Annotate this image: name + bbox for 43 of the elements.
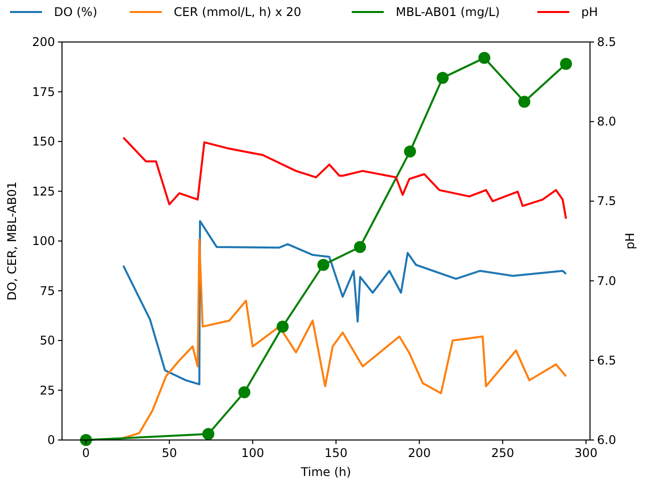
point bbox=[276, 320, 289, 333]
line-series bbox=[122, 136, 567, 220]
y-tick-label: 25 bbox=[40, 383, 55, 398]
y-tick-label: 0 bbox=[47, 433, 55, 447]
y2-axis-title: pH bbox=[623, 232, 637, 250]
point bbox=[404, 145, 416, 158]
x-tick-label: 0 bbox=[82, 446, 90, 460]
y-tick-label: 200 bbox=[32, 35, 55, 49]
y-tick-label: 50 bbox=[40, 334, 55, 348]
y2-tick-label: 7.0 bbox=[597, 274, 616, 288]
x-axis-title: Time (h) bbox=[300, 465, 352, 479]
x-tick-label: 250 bbox=[491, 446, 514, 460]
y2-tick-label: 8.5 bbox=[597, 35, 616, 49]
y2-tick-label: 6.0 bbox=[597, 433, 616, 447]
y-tick-label: 125 bbox=[32, 184, 55, 198]
y-tick-label: 150 bbox=[32, 134, 55, 148]
y2-tick-label: 6.5 bbox=[597, 353, 616, 368]
x-tick-label: 300 bbox=[574, 446, 598, 460]
x-tick-label: 100 bbox=[241, 446, 264, 460]
line-series bbox=[122, 220, 567, 386]
point bbox=[238, 386, 250, 398]
y-tick-label: 100 bbox=[32, 234, 55, 248]
point bbox=[560, 58, 572, 70]
point bbox=[80, 434, 92, 446]
legend-label: MBL-AB01 (mg/L) bbox=[396, 5, 500, 19]
y2-tick-label: 7.5 bbox=[597, 194, 616, 208]
y-axis-title: DO, CER, MBL-AB01 bbox=[5, 181, 19, 301]
line-series bbox=[122, 238, 567, 440]
legend-label: pH bbox=[581, 5, 598, 19]
legend-label: DO (%) bbox=[54, 5, 98, 19]
point bbox=[354, 240, 366, 253]
y2-tick-label: 8.0 bbox=[597, 114, 616, 129]
x-tick-label: 200 bbox=[408, 446, 431, 460]
point bbox=[478, 52, 490, 64]
point bbox=[202, 428, 214, 440]
x-tick-label: 150 bbox=[324, 446, 348, 460]
y-tick-label: 175 bbox=[32, 84, 55, 99]
point bbox=[317, 258, 330, 271]
point bbox=[518, 96, 530, 108]
y-tick-label: 75 bbox=[40, 284, 55, 298]
legend-label: CER (mmol/L, h) x 20 bbox=[174, 5, 302, 19]
point bbox=[436, 72, 449, 84]
x-tick-label: 50 bbox=[162, 446, 177, 460]
